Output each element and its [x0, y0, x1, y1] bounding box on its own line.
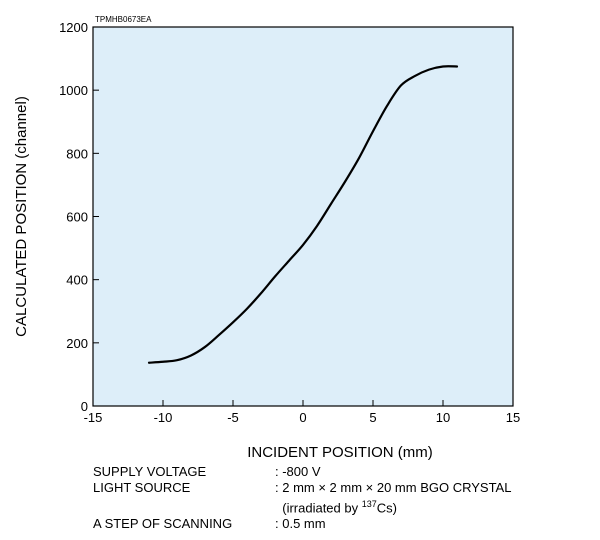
y-tick-label: 200 [66, 336, 88, 351]
x-tick-label: -5 [227, 410, 239, 425]
condition-value-prefix: (irradiated by [282, 500, 362, 516]
condition-row: SUPPLY VOLTAGE : -800 V [93, 464, 511, 480]
y-tick-label: 1000 [59, 83, 88, 98]
condition-label [93, 496, 275, 516]
plot-area [92, 26, 514, 407]
y-tick-label: 1200 [59, 20, 88, 35]
condition-row: (irradiated by 137Cs) [93, 496, 511, 516]
condition-row: LIGHT SOURCE : 2 mm × 2 mm × 20 mm BGO C… [93, 480, 511, 496]
x-tick-label: -15 [84, 410, 103, 425]
x-tick-label: 5 [369, 410, 376, 425]
y-tick-label: 0 [81, 399, 88, 414]
figure-code: TPMHB0673EA [95, 15, 152, 24]
y-axis-ticks: 0 200 400 600 800 1000 1200 [59, 20, 99, 414]
x-tick-label: 10 [436, 410, 450, 425]
chart: TPMHB0673EA -15 -10 -5 0 5 10 15 0 200 400 600 800… [13, 15, 520, 460]
condition-label: SUPPLY VOLTAGE [93, 464, 207, 479]
x-tick-label: 15 [506, 410, 520, 425]
y-tick-label: 600 [66, 210, 88, 225]
x-axis-title: INCIDENT POSITION (mm) [247, 444, 433, 460]
measurement-conditions: SUPPLY VOLTAGE : -800 V LIGHT SOURCE : 2… [93, 464, 511, 532]
condition-value: : -800 V [275, 464, 321, 479]
y-axis-title: CALCULATED POSITION (channel) [13, 96, 30, 337]
series-line [147, 65, 459, 364]
y-tick-label: 400 [66, 273, 88, 288]
condition-label: A STEP OF SCANNING [93, 516, 233, 532]
condition-label: LIGHT SOURCE [93, 480, 191, 495]
x-tick-label: 0 [299, 410, 306, 425]
condition-value: : 0.5 mm [275, 516, 326, 532]
condition-value: : 2 mm × 2 mm × 20 mm BGO CRYSTAL [275, 480, 512, 495]
x-axis-ticks: -15 -10 -5 0 5 10 15 [84, 400, 520, 425]
condition-value-suffix: Cs) [376, 500, 397, 516]
y-tick-label: 800 [66, 146, 88, 161]
condition-row: A STEP OF SCANNING : 0.5 mm [93, 516, 511, 532]
condition-value: (irradiated by 137Cs) [275, 496, 397, 516]
x-tick-label: -10 [154, 410, 173, 425]
isotope-mass-number: 137 [361, 499, 377, 509]
